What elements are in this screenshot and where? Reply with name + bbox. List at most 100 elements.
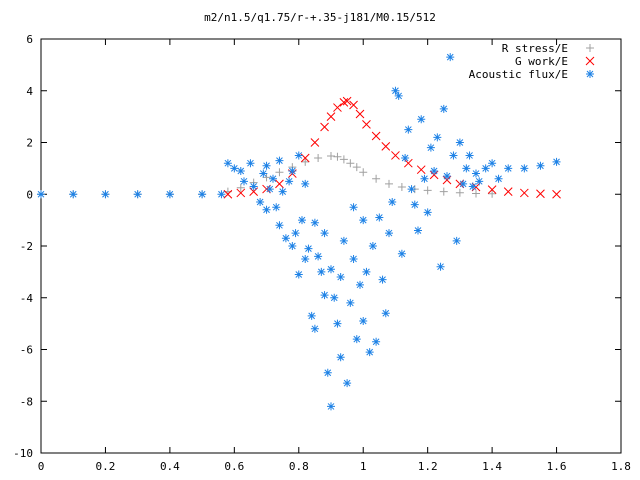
- data-point: [281, 234, 290, 243]
- data-point: [288, 242, 297, 250]
- data-point: [320, 122, 329, 132]
- legend-label: G work/E: [515, 55, 568, 68]
- data-point: [459, 179, 468, 188]
- data-point: [381, 142, 391, 151]
- data-point: [359, 216, 368, 225]
- data-point: [455, 188, 464, 197]
- plot-frame: [40, 38, 622, 454]
- x-tick-label: 0.6: [224, 460, 244, 473]
- data-point: [37, 190, 45, 199]
- data-point: [339, 155, 348, 164]
- data-point: [359, 317, 368, 326]
- data-point: [304, 244, 313, 253]
- legend-label: Acoustic flux/E: [469, 68, 568, 81]
- y-tick-label: 4: [26, 85, 33, 98]
- data-point: [165, 190, 174, 199]
- chart-title: m2/n1.5/q1.75/r-+.35-j181/M0.15/512: [204, 11, 436, 24]
- data-point: [198, 190, 207, 199]
- data-point: [443, 172, 451, 181]
- data-point: [394, 91, 403, 100]
- data-point: [417, 115, 426, 124]
- data-point: [320, 291, 329, 300]
- legend-marker: [586, 70, 594, 78]
- x-tick-label: 1.6: [547, 460, 567, 473]
- data-point: [327, 151, 335, 160]
- data-points: [37, 53, 561, 411]
- x-tick-label: 1: [360, 460, 367, 473]
- data-point: [333, 103, 342, 112]
- data-point: [310, 138, 320, 147]
- data-point: [385, 179, 393, 188]
- data-point: [365, 348, 374, 357]
- data-point: [236, 188, 246, 198]
- data-point: [503, 187, 513, 197]
- y-axis: 6 4 2 0 -2 -4 -6 -8 -10: [13, 33, 621, 460]
- x-tick-label: 1.2: [418, 460, 438, 473]
- data-point: [291, 229, 300, 238]
- data-point: [452, 236, 461, 245]
- data-point: [333, 152, 342, 161]
- data-point: [462, 164, 471, 173]
- data-point: [352, 163, 361, 172]
- data-point: [468, 182, 477, 191]
- data-point: [333, 319, 342, 328]
- data-point: [336, 353, 345, 362]
- data-point: [310, 218, 319, 227]
- data-point: [339, 236, 348, 245]
- data-point: [275, 168, 284, 177]
- data-point: [404, 125, 413, 134]
- data-point: [446, 53, 455, 62]
- data-point: [236, 166, 245, 175]
- data-point: [388, 198, 397, 207]
- legend-label: R stress/E: [502, 42, 568, 55]
- data-point: [349, 254, 358, 263]
- data-point: [472, 169, 480, 178]
- data-point: [368, 242, 377, 250]
- data-point: [375, 213, 384, 222]
- data-point: [455, 138, 464, 147]
- data-point: [223, 159, 232, 168]
- data-point: [430, 166, 439, 175]
- data-point: [349, 100, 358, 110]
- data-point: [362, 267, 371, 276]
- data-point: [426, 143, 435, 152]
- data-point: [372, 174, 381, 183]
- y-tick-label: 2: [26, 137, 33, 150]
- y-tick-label: -8: [20, 395, 33, 408]
- data-point: [391, 86, 400, 95]
- data-point: [323, 368, 332, 377]
- data-point: [275, 156, 284, 165]
- data-point: [423, 186, 432, 195]
- data-point: [355, 109, 365, 119]
- data-point: [246, 159, 255, 168]
- data-point: [385, 229, 393, 238]
- data-point: [240, 177, 248, 186]
- legend-marker: [585, 56, 595, 66]
- data-point: [310, 324, 319, 333]
- y-tick-label: 0: [26, 188, 33, 201]
- data-point: [256, 198, 265, 207]
- data-point: [488, 159, 497, 168]
- data-point: [269, 174, 277, 183]
- data-point: [449, 151, 458, 160]
- x-tick-label: 1.4: [482, 460, 502, 473]
- data-point: [416, 165, 426, 175]
- y-tick-label: -6: [20, 344, 33, 357]
- data-point: [349, 203, 358, 212]
- data-point: [262, 161, 271, 170]
- data-point: [288, 166, 297, 175]
- data-point: [403, 158, 413, 168]
- data-point: [275, 221, 284, 230]
- data-point: [301, 179, 310, 188]
- series-cross: [223, 96, 561, 199]
- data-point: [230, 164, 239, 173]
- data-point: [133, 190, 142, 199]
- data-point: [339, 98, 349, 107]
- y-tick-label: -10: [13, 447, 33, 460]
- data-point: [262, 173, 271, 182]
- data-point: [433, 133, 442, 142]
- data-point: [439, 187, 448, 196]
- data-point: [378, 275, 387, 284]
